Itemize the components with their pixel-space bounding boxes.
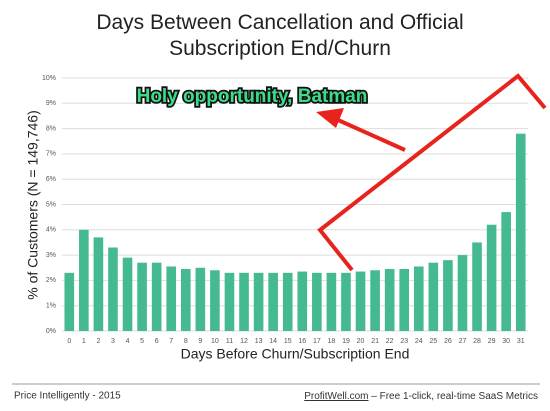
x-tick-label: 14 <box>269 338 277 345</box>
x-tick-label: 8 <box>184 338 188 345</box>
red-arrow <box>317 73 547 272</box>
bar <box>341 272 351 331</box>
bar <box>268 272 278 331</box>
x-tick-label: 15 <box>284 338 292 345</box>
x-tick-label: 2 <box>96 338 100 345</box>
x-tick-label: 9 <box>198 338 202 345</box>
bar <box>501 212 511 331</box>
bar <box>370 270 380 331</box>
x-tick-label: 12 <box>240 338 248 345</box>
x-tick-label: 26 <box>444 338 452 345</box>
x-tick-label: 27 <box>459 338 467 345</box>
bar <box>224 272 235 331</box>
y-tick-label: 4% <box>46 227 56 234</box>
x-axis-label: Days Before Churn/Subscription End <box>181 346 410 362</box>
bar <box>137 262 147 331</box>
x-tick-label: 3 <box>111 338 115 345</box>
y-tick-label: 7% <box>46 151 56 158</box>
bar <box>457 255 468 331</box>
x-tick-label: 7 <box>169 338 173 345</box>
x-tick-label: 10 <box>211 338 219 345</box>
bar <box>297 271 308 331</box>
annotation: Holy opportunity, Batman <box>137 86 368 107</box>
footer-right: ProfitWell.com – Free 1-click, real-time… <box>304 391 538 402</box>
bar <box>312 272 322 331</box>
bar <box>93 237 104 331</box>
x-tick-label: 0 <box>67 338 71 345</box>
arrow-head <box>316 108 344 128</box>
arrow-shaft <box>337 118 406 152</box>
x-tick-label: 31 <box>517 338 525 345</box>
bar <box>326 272 337 331</box>
chart-title: Days Between Cancellation and Official S… <box>96 11 464 60</box>
bar <box>239 272 249 331</box>
y-tick-label: 6% <box>46 176 56 183</box>
y-tick-label: 3% <box>46 252 56 259</box>
bar <box>515 133 526 331</box>
y-tick-label: 10% <box>42 75 56 82</box>
bar <box>122 257 133 331</box>
y-tick-label: 8% <box>46 125 56 132</box>
bar <box>108 247 118 331</box>
bar <box>399 269 410 331</box>
bar <box>151 262 162 331</box>
x-tick-label: 16 <box>298 338 306 345</box>
x-tick-label: 23 <box>400 338 408 345</box>
bar <box>180 269 191 331</box>
bar <box>428 262 439 331</box>
x-tick-label: 13 <box>255 338 263 345</box>
y-tick-label: 0% <box>46 328 56 335</box>
bar <box>472 242 482 331</box>
x-tick-label: 25 <box>429 338 437 345</box>
x-tick-label: 20 <box>357 338 365 345</box>
red-zigzag <box>317 73 547 272</box>
footer-left: Price Intelligently - 2015 <box>14 391 121 402</box>
x-tick-label: 18 <box>328 338 336 345</box>
bar <box>443 260 453 331</box>
footer-link[interactable]: ProfitWell.com <box>304 391 368 402</box>
bar <box>79 229 89 331</box>
x-tick-label: 19 <box>342 338 350 345</box>
x-tick-label: 28 <box>473 338 481 345</box>
bar <box>384 269 395 331</box>
x-tick-label: 24 <box>415 338 423 345</box>
x-tick-label: 17 <box>313 338 321 345</box>
x-tick-label: 11 <box>226 338 233 345</box>
bar <box>195 267 206 331</box>
y-tick-label: 1% <box>46 303 56 310</box>
x-tick-label: 22 <box>386 338 394 345</box>
y-tick-label: 2% <box>46 277 56 284</box>
x-tick-label: 21 <box>371 338 379 345</box>
bar <box>64 272 75 331</box>
x-tick-label: 30 <box>502 338 510 345</box>
x-tick-label: 29 <box>488 338 496 345</box>
bar <box>166 266 177 331</box>
footer-text: – Free 1-click, real-time SaaS Metrics <box>369 391 539 402</box>
x-tick-label: 1 <box>82 338 86 345</box>
bar <box>210 270 220 331</box>
bar <box>253 272 264 331</box>
bar <box>486 224 497 331</box>
y-tick-label: 5% <box>46 201 56 208</box>
y-tick-label: 9% <box>46 100 56 107</box>
bar <box>282 272 293 331</box>
x-tick-label: 4 <box>126 338 130 345</box>
y-axis-label: % of Customers (N = 149,746) <box>25 110 41 299</box>
x-tick-label: 6 <box>155 338 159 345</box>
bar <box>413 266 424 331</box>
bar <box>355 271 366 331</box>
x-tick-label: 5 <box>140 338 144 345</box>
